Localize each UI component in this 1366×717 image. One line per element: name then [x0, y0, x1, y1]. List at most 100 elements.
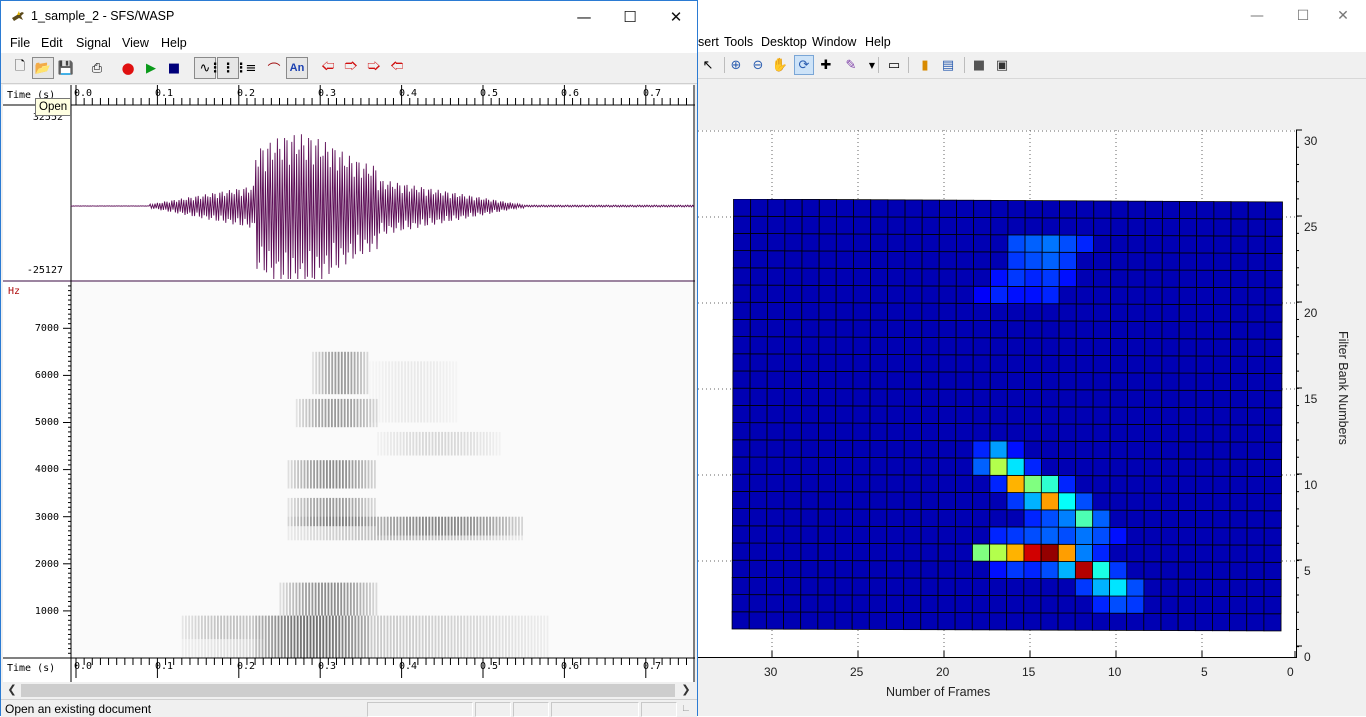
spectrogram-striation [460, 431, 463, 456]
spectrogram-striation [329, 460, 331, 489]
spectrogram-striation [460, 615, 462, 658]
spectrogram-striation [402, 516, 405, 541]
spectrogram-striation [495, 431, 498, 456]
y-axis-title: Filter Bank Numbers [1336, 331, 1350, 445]
annotation-icon[interactable]: An [286, 57, 308, 79]
print-icon[interactable]: ⎙ [91, 60, 103, 76]
menu-insert[interactable]: sert [698, 35, 719, 49]
spectrogram-striation [396, 516, 399, 541]
pan-icon[interactable]: ✋ [771, 57, 789, 73]
horizontal-scrollbar[interactable]: ❮ ❯ [3, 682, 695, 699]
spectrogram-striation [434, 615, 437, 658]
menu-window[interactable]: Window [812, 35, 857, 49]
spectrogram-striation [345, 460, 347, 489]
scroll-right-icon[interactable]: ❯ [681, 683, 691, 696]
time-tick-label: 0.5 [480, 88, 499, 99]
scroll-thumb[interactable] [21, 684, 675, 697]
spectrogram-striation [223, 615, 226, 658]
spectrogram-striation [252, 615, 254, 658]
hide-plot-tools-icon[interactable]: ■ [972, 57, 986, 73]
left-arrow-icon[interactable]: 🢠 [321, 59, 335, 74]
figure-toolbar: ↖ ⊕ ⊖ ✋ ⟳ ✚ ✎ ▼ ▭ ▮ ▤ ■ ▣ [698, 52, 1366, 79]
link-plot-icon[interactable]: ▭ [887, 57, 901, 73]
spectrogram-striation [369, 398, 372, 428]
spectrogram-striation [313, 516, 315, 541]
spectrogram-striation [181, 615, 184, 658]
brush-dropdown-icon[interactable]: ▼ [868, 60, 876, 70]
spectrogram-striation [185, 615, 187, 658]
pitch-track-icon[interactable]: ⌒ [267, 62, 281, 78]
menu-desktop[interactable]: Desktop [761, 35, 807, 49]
show-plot-tools-icon[interactable]: ▣ [995, 57, 1009, 73]
menu-tools[interactable]: Tools [724, 35, 754, 49]
right-arrow-icon[interactable]: 🢢 [390, 59, 404, 74]
minimize-icon[interactable]: — [1250, 8, 1264, 24]
spectrogram-striation [341, 615, 344, 658]
spectrogram-striation [318, 398, 320, 428]
zoom-in-icon[interactable]: ⊕ [730, 57, 742, 73]
spectrogram-striation [324, 582, 327, 616]
spectrogram-striation [380, 615, 382, 658]
minimize-icon[interactable]: — [576, 7, 592, 26]
spectrogram-striation [428, 516, 431, 536]
spectrogram-striation [438, 516, 440, 541]
maximize-icon[interactable]: ☐ [1296, 8, 1310, 24]
stop-icon[interactable]: ■ [167, 60, 181, 76]
spectrogram-striation [372, 398, 375, 428]
narrowband-spectrogram-icon[interactable]: ≡ [245, 60, 257, 76]
maximize-icon[interactable]: ☐ [623, 7, 637, 26]
up-arrow-icon[interactable]: 🢡 [367, 59, 381, 74]
wasp-display[interactable]: Time (s) 0.0 0.1 0.2 0.3 0.4 0.5 0.6 0.7… [3, 85, 695, 682]
spectrogram-striation [252, 615, 254, 640]
spectrogram-striation [279, 582, 282, 616]
spectrogram-striation [482, 516, 485, 536]
spectrogram-striation [294, 497, 296, 527]
open-folder-icon[interactable]: 📂 [32, 57, 54, 79]
spectrogram-striation [473, 431, 475, 456]
zoom-out-icon[interactable]: ⊖ [752, 57, 764, 73]
spectrogram-striation [210, 615, 213, 658]
wideband-spectrogram-icon[interactable]: ⋮⋮⋮ [209, 57, 248, 79]
spectrogram-striation [332, 615, 334, 658]
spectrogram-striation [280, 615, 283, 658]
spectrogram-striation [249, 615, 251, 658]
spectrogram-striation [482, 431, 485, 456]
pointer-icon[interactable]: ↖ [702, 57, 714, 73]
spectrogram-striation [428, 516, 431, 541]
menu-edit[interactable]: Edit [41, 36, 63, 50]
resize-grip-icon[interactable]: ∟ [681, 703, 691, 714]
scroll-left-icon[interactable]: ❮ [7, 683, 17, 696]
menu-file[interactable]: File [10, 36, 31, 50]
spectrogram-striation [495, 615, 498, 658]
legend-icon[interactable]: ▤ [941, 57, 955, 73]
spectrogram-striation [333, 582, 336, 616]
spectrogram-striation [369, 582, 371, 616]
spectrogram-striation [505, 516, 507, 536]
spectrogram-striation [201, 615, 203, 658]
new-file-icon[interactable]: 🗋 [14, 59, 26, 74]
spectrogram-striation [297, 460, 299, 489]
rotate-icon[interactable]: ⟳ [794, 55, 814, 75]
close-icon[interactable]: ✕ [669, 7, 683, 26]
spectrogram-striation [485, 615, 488, 658]
colorbar-icon[interactable]: ▮ [921, 57, 929, 73]
menu-help[interactable]: Help [865, 35, 891, 49]
save-disk-icon[interactable]: 💾 [57, 60, 75, 76]
spectrogram-striation [328, 351, 330, 395]
menu-view[interactable]: View [122, 36, 149, 50]
spectrogram-striation [415, 516, 418, 536]
menu-help[interactable]: Help [161, 36, 187, 50]
record-icon[interactable]: ● [121, 59, 135, 77]
waveform-icon[interactable]: ∿ [194, 57, 216, 79]
play-icon[interactable]: ▶ [146, 60, 156, 76]
spectrogram-striation [313, 615, 315, 658]
menu-signal[interactable]: Signal [76, 36, 111, 50]
down-arrow-icon[interactable]: 🢣 [344, 59, 358, 74]
brush-icon[interactable]: ✎ [845, 57, 857, 73]
spectrogram-striation [409, 431, 411, 456]
spectrogram-striation [292, 582, 295, 616]
spectrogram-striation [457, 516, 459, 536]
spectrogram-striation [521, 516, 523, 541]
close-icon[interactable]: ✕ [1337, 8, 1349, 24]
data-cursor-icon[interactable]: ✚ [820, 57, 832, 73]
